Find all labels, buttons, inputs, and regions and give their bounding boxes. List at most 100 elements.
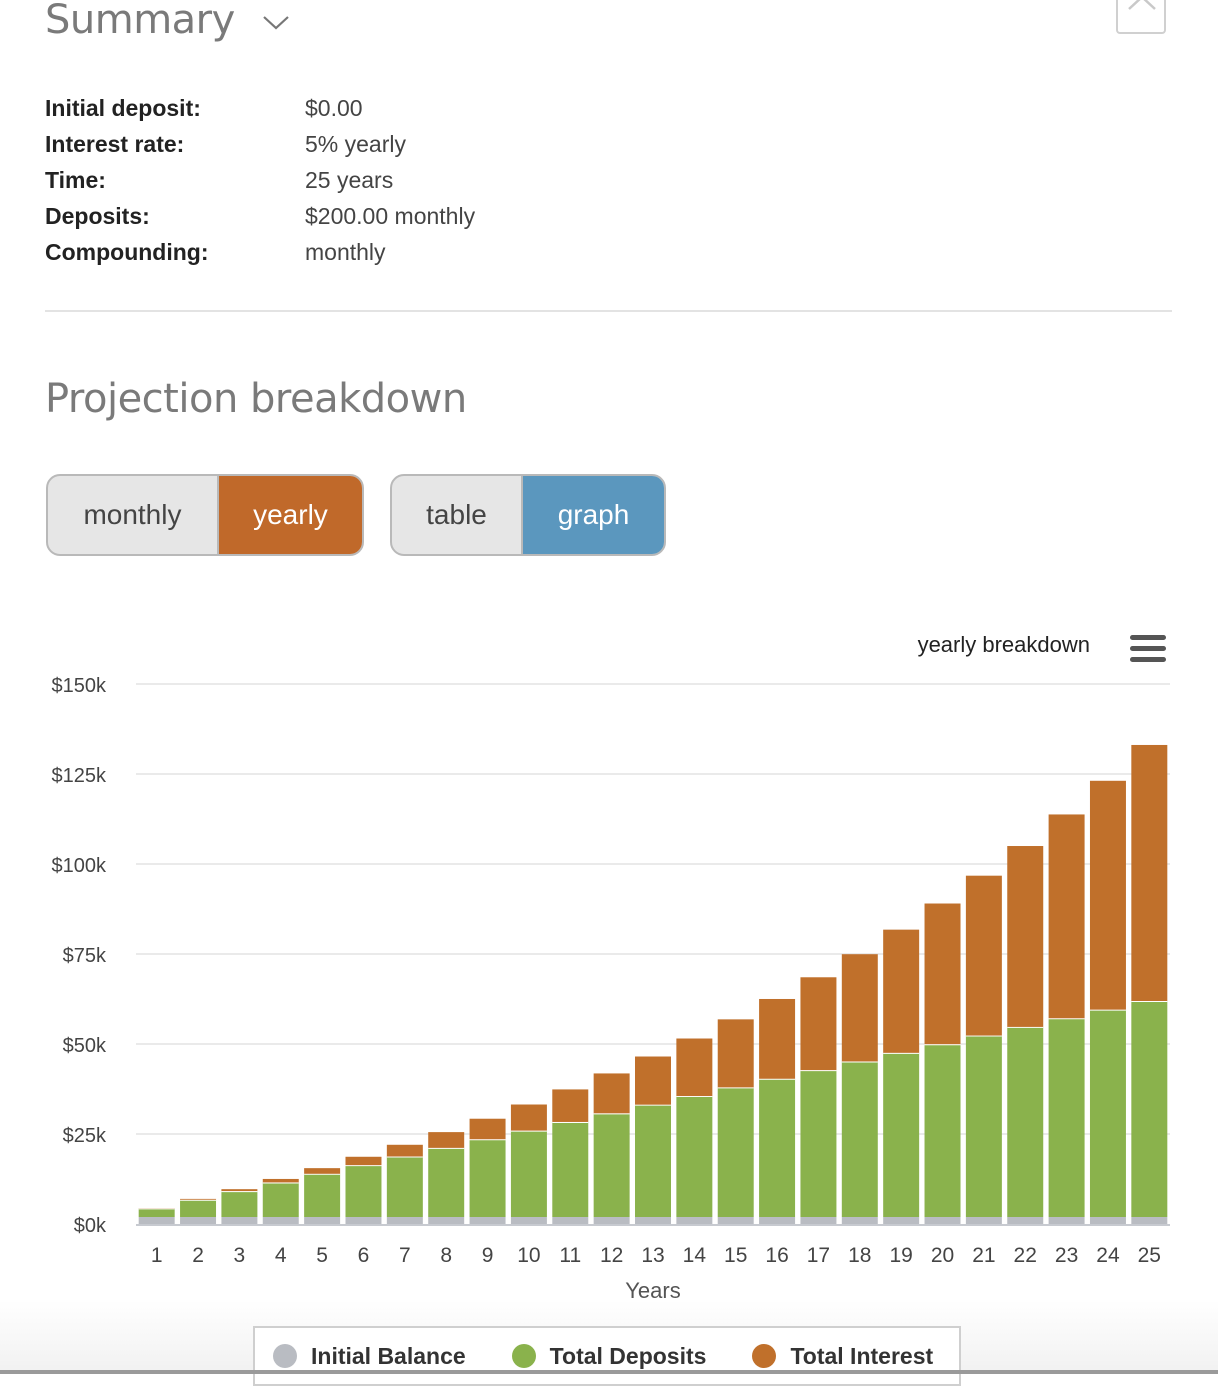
- x-tick-label: 4: [275, 1244, 287, 1267]
- x-tick-label: 17: [807, 1244, 830, 1267]
- summary-label: Interest rate:: [45, 131, 305, 158]
- summary-value: $200.00 monthly: [305, 203, 475, 230]
- bar-total-interest: [552, 1089, 588, 1122]
- bar-total-interest: [883, 930, 919, 1053]
- bar-total-deposits: [263, 1182, 299, 1217]
- bar-total-interest: [345, 1157, 381, 1165]
- legend-dot: [273, 1344, 297, 1368]
- x-tick-label: 13: [641, 1244, 664, 1267]
- bar-total-interest: [470, 1119, 506, 1140]
- x-tick-label: 22: [1014, 1244, 1037, 1267]
- x-tick-label: 11: [559, 1244, 581, 1267]
- bar-initial-balance: [676, 1217, 712, 1224]
- x-tick-label: 18: [848, 1244, 871, 1267]
- legend-item-total-interest[interactable]: Total Interest: [752, 1343, 933, 1370]
- bar-total-deposits: [470, 1139, 506, 1217]
- bar-total-interest: [511, 1105, 547, 1131]
- x-tick-label: 10: [517, 1244, 540, 1267]
- summary-label: Compounding:: [45, 239, 305, 266]
- bar-total-deposits: [718, 1087, 754, 1217]
- x-tick-label: 19: [889, 1244, 912, 1267]
- summary-title: Summary: [45, 0, 235, 43]
- bar-initial-balance: [221, 1217, 257, 1224]
- x-tick-label: 3: [234, 1244, 246, 1267]
- x-tick-label: 9: [482, 1244, 494, 1267]
- legend-item-initial-balance[interactable]: Initial Balance: [273, 1343, 466, 1370]
- bar-initial-balance: [883, 1217, 919, 1224]
- y-tick-label: $75k: [63, 945, 107, 967]
- collapse-button[interactable]: [1116, 0, 1166, 34]
- bar-total-interest: [718, 1019, 754, 1087]
- bar-total-deposits: [676, 1096, 712, 1217]
- bar-total-interest: [387, 1145, 423, 1157]
- x-tick-label: 5: [316, 1244, 328, 1267]
- period-toggle: monthly yearly: [46, 474, 364, 556]
- bar-total-interest: [1049, 814, 1085, 1018]
- bar-initial-balance: [345, 1217, 381, 1224]
- bar-initial-balance: [139, 1217, 175, 1224]
- bar-total-deposits: [304, 1174, 340, 1217]
- bar-total-deposits: [139, 1208, 175, 1217]
- x-tick-label: 23: [1055, 1244, 1078, 1267]
- bar-initial-balance: [842, 1217, 878, 1224]
- legend-dot: [752, 1344, 776, 1368]
- summary-table: Initial deposit: $0.00 Interest rate: 5%…: [45, 90, 475, 270]
- summary-header[interactable]: Summary: [45, 0, 291, 48]
- legend-label: Total Interest: [790, 1343, 933, 1370]
- bar-initial-balance: [428, 1217, 464, 1224]
- period-monthly-button[interactable]: monthly: [48, 476, 217, 554]
- chevron-down-icon[interactable]: [261, 14, 291, 32]
- bar-total-deposits: [1131, 1001, 1167, 1217]
- bar-total-deposits: [511, 1131, 547, 1217]
- bar-total-interest: [428, 1132, 464, 1148]
- y-tick-label: $0k: [74, 1215, 107, 1237]
- summary-row-deposits: Deposits: $200.00 monthly: [45, 198, 475, 234]
- bar-total-interest: [635, 1057, 671, 1105]
- bar-initial-balance: [1007, 1217, 1043, 1224]
- bar-total-deposits: [966, 1036, 1002, 1217]
- bar-total-deposits: [428, 1148, 464, 1217]
- x-tick-label: 6: [358, 1244, 370, 1267]
- summary-value: 5% yearly: [305, 131, 406, 158]
- bar-total-deposits: [180, 1200, 216, 1217]
- summary-value: $0.00: [305, 95, 363, 122]
- bar-total-interest: [966, 876, 1002, 1036]
- summary-label: Deposits:: [45, 203, 305, 230]
- bar-initial-balance: [304, 1217, 340, 1224]
- x-tick-label: 2: [192, 1244, 204, 1267]
- x-tick-label: 12: [600, 1244, 623, 1267]
- bar-initial-balance: [180, 1217, 216, 1224]
- x-tick-label: 21: [972, 1244, 995, 1267]
- bar-initial-balance: [1090, 1217, 1126, 1224]
- y-tick-label: $100k: [52, 855, 107, 877]
- bar-initial-balance: [759, 1217, 795, 1224]
- bar-total-deposits: [552, 1122, 588, 1217]
- bar-initial-balance: [470, 1217, 506, 1224]
- chart-menu-icon[interactable]: [1130, 635, 1166, 663]
- summary-row-time: Time: 25 years: [45, 162, 475, 198]
- view-table-button[interactable]: table: [392, 476, 521, 554]
- bar-total-deposits: [345, 1165, 381, 1217]
- legend-item-total-deposits[interactable]: Total Deposits: [512, 1343, 707, 1370]
- bar-total-deposits: [221, 1191, 257, 1217]
- x-tick-label: 15: [724, 1244, 747, 1267]
- bar-total-interest: [925, 904, 961, 1045]
- chevron-up-icon: [1127, 0, 1157, 12]
- summary-label: Time:: [45, 167, 305, 194]
- period-yearly-button[interactable]: yearly: [217, 476, 362, 554]
- x-tick-label: 14: [683, 1244, 707, 1267]
- bar-total-interest: [676, 1039, 712, 1097]
- summary-value: monthly: [305, 239, 386, 266]
- view-graph-button[interactable]: graph: [521, 476, 664, 554]
- x-tick-label: 20: [931, 1244, 954, 1267]
- bar-initial-balance: [1131, 1217, 1167, 1224]
- bar-total-interest: [842, 954, 878, 1061]
- bar-total-deposits: [635, 1105, 671, 1217]
- bar-initial-balance: [263, 1217, 299, 1224]
- bar-initial-balance: [511, 1217, 547, 1224]
- x-tick-label: 25: [1138, 1244, 1161, 1267]
- bar-initial-balance: [1049, 1217, 1085, 1224]
- bar-total-deposits: [925, 1044, 961, 1217]
- bar-total-deposits: [1049, 1018, 1085, 1217]
- summary-label: Initial deposit:: [45, 95, 305, 122]
